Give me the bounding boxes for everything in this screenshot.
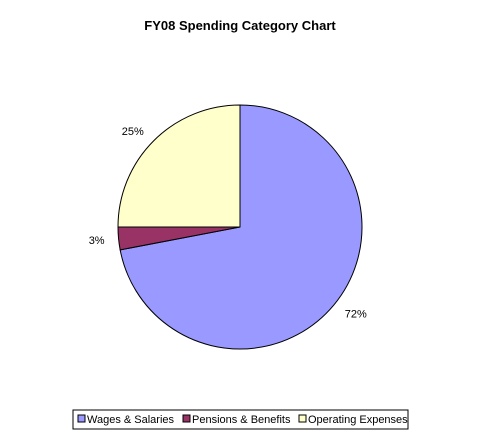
pie-slice-operating-expenses <box>117 104 241 228</box>
data-label-wages-and-salaries: 72% <box>345 309 367 321</box>
legend-swatch-pensions-and-benefits <box>182 414 191 423</box>
legend-label-wages-and-salaries: Wages & Salaries <box>87 414 175 426</box>
legend-swatch-operating-expenses <box>298 414 307 423</box>
legend-label-operating-expenses: Operating Expenses <box>308 414 408 426</box>
legend-frame <box>72 409 409 430</box>
legend: Wages & Salaries Pensions & Benefits Opera… <box>72 409 409 430</box>
data-label-operating-expenses: 25% <box>122 126 144 138</box>
pie-data-labels: 72% 3% 25% <box>89 126 367 321</box>
chart-title: FY08 Spending Category Chart <box>144 18 336 33</box>
legend-swatch-wages-and-salaries <box>77 414 86 423</box>
pie-slices <box>117 104 363 350</box>
pie-slice-wages-and-salaries <box>119 104 363 350</box>
data-label-pensions-and-benefits: 3% <box>89 235 105 247</box>
legend-label-pensions-and-benefits: Pensions & Benefits <box>192 414 291 426</box>
